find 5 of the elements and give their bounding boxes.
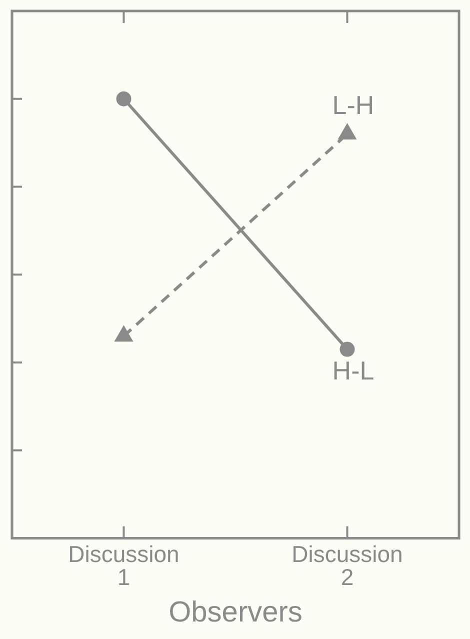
x-axis-title: Observers	[168, 596, 302, 629]
series-label: L-H	[332, 90, 374, 120]
x-tick-label: Discussion 2	[292, 541, 403, 590]
x-tick-label: Discussion 1	[68, 541, 180, 590]
series-label: H-L	[332, 355, 374, 386]
